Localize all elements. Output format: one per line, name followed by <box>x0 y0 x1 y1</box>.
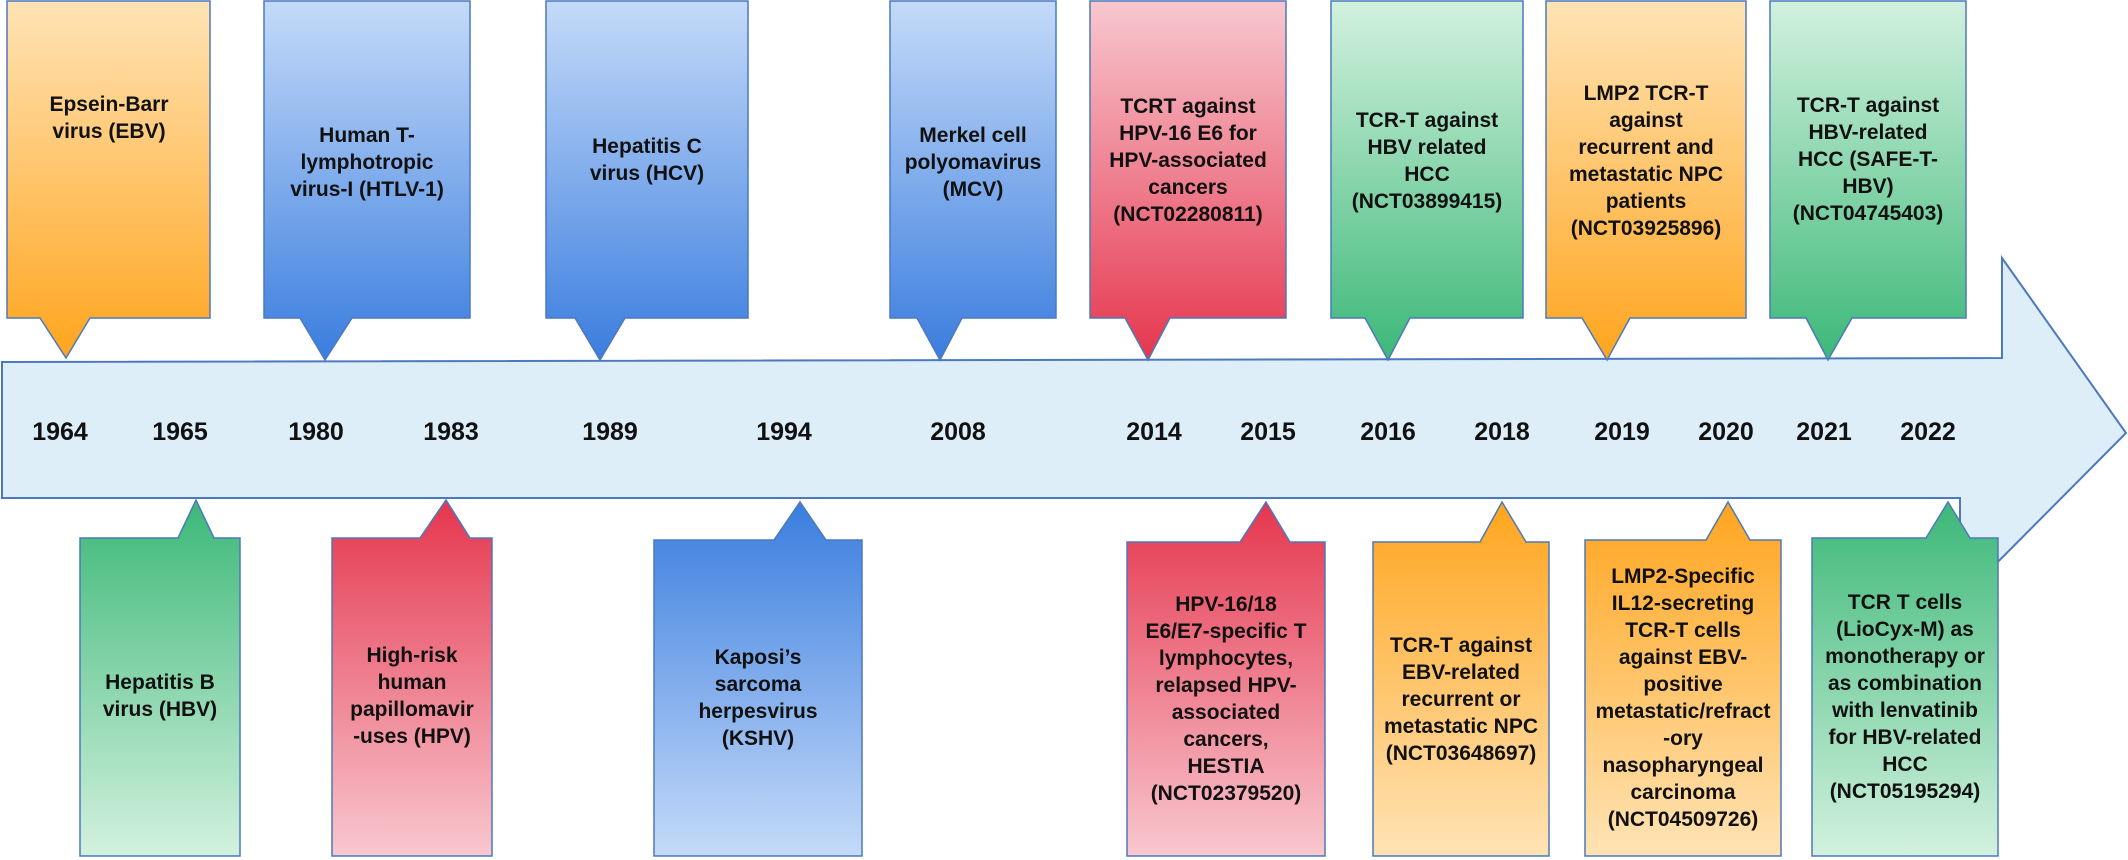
event-label-mcv: Merkel cell polyomavirus (MCV) <box>904 123 1042 201</box>
event-label-hcv: Hepatitis C virus (HCV) <box>589 135 705 185</box>
callout-nct04509726 <box>1584 500 1782 857</box>
event-label-kshv: Kaposi’s sarcoma herpesvirus (KSHV) <box>698 646 818 750</box>
event-label-htlv1: Human T- lymphotropic virus-I (HTLV-1) <box>290 123 444 201</box>
callout-htlv1 <box>263 0 471 362</box>
callout-ebv <box>6 0 211 360</box>
event-label-nct04509726: LMP2-Specific IL12-secreting TCR-T cells… <box>1595 565 1771 831</box>
event-label-ebv: Epsein-Barr virus (EBV) <box>49 93 169 143</box>
callout-hcv <box>545 0 749 362</box>
year-label: 2018 <box>1474 418 1530 446</box>
year-label: 2008 <box>930 418 986 446</box>
event-label-nct05195294: TCR T cells (LioCyx-M) as monotherapy or… <box>1825 591 1985 803</box>
callout-nct03648697 <box>1372 500 1550 857</box>
event-label-nct02379520: HPV-16/18 E6/E7-specific T lymphocytes, … <box>1145 593 1307 805</box>
event-label-nct03648697: TCR-T against EBV-related recurrent or m… <box>1383 633 1539 765</box>
year-label: 1980 <box>288 418 344 446</box>
year-label: 2016 <box>1360 418 1416 446</box>
callout-hpv <box>331 498 493 857</box>
year-label: 2019 <box>1594 418 1650 446</box>
event-label-nct03899415: TCR-T against HBV related HCC (NCT038994… <box>1351 109 1503 213</box>
year-label: 2020 <box>1698 418 1754 446</box>
year-label: 2014 <box>1126 418 1182 446</box>
year-label: 1989 <box>582 418 638 446</box>
callout-nct05195294 <box>1811 500 1999 857</box>
year-label: 2021 <box>1796 418 1852 446</box>
callout-kshv <box>653 500 863 857</box>
timeline-arrow <box>1 254 2128 603</box>
callout-nct03925896 <box>1545 0 1747 362</box>
event-label-hpv: High-risk human papillomavir -uses (HPV) <box>350 644 474 748</box>
callout-nct04745403 <box>1769 0 1967 362</box>
year-label: 1965 <box>152 418 208 446</box>
callout-nct02280811 <box>1089 0 1287 362</box>
event-label-nct04745403: TCR-T against HBV-related HCC (SAFE-T- H… <box>1792 93 1944 225</box>
year-label: 1994 <box>756 418 812 446</box>
callout-mcv <box>889 0 1057 362</box>
event-label-hbv: Hepatitis B virus (HBV) <box>102 671 218 721</box>
year-label: 1964 <box>32 418 88 446</box>
year-label: 2015 <box>1240 418 1296 446</box>
event-label-nct03925896: LMP2 TCR-T against recurrent and metasta… <box>1568 82 1724 240</box>
callout-hbv <box>79 498 241 857</box>
year-label: 1983 <box>423 418 479 446</box>
event-label-nct02280811: TCRT against HPV-16 E6 for HPV-associate… <box>1109 95 1267 226</box>
callout-nct02379520 <box>1126 500 1326 857</box>
year-label: 2022 <box>1900 418 1956 446</box>
callout-nct03899415 <box>1330 0 1524 362</box>
